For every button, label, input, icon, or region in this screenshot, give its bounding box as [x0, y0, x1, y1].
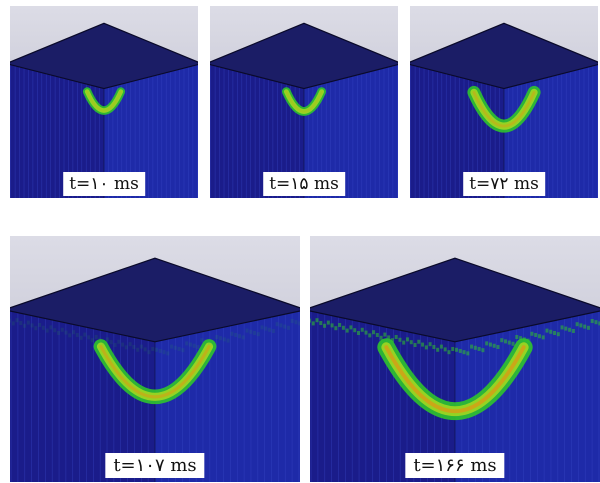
right-face	[104, 64, 198, 198]
left-face	[10, 311, 155, 482]
damage-zone-mid	[283, 89, 325, 114]
damage-zone-core	[285, 90, 323, 113]
left-face	[310, 311, 455, 482]
damage-zone-core	[86, 90, 122, 112]
right-face	[155, 311, 300, 482]
damage-zone-mid	[470, 88, 538, 130]
simulation-panel-2: t=۱۵ ms	[210, 6, 398, 198]
damage-spread	[10, 318, 300, 356]
right-face	[455, 311, 600, 482]
damage-spread	[310, 318, 600, 356]
simulation-panel-4: t=۱۰۷ ms	[10, 236, 300, 482]
time-caption: t=۱۵ ms	[263, 172, 345, 196]
mesh-block-render	[10, 257, 300, 482]
left-face	[10, 64, 104, 198]
damage-zone-core	[99, 344, 211, 399]
simulation-panel-3: t=۷۲ ms	[410, 6, 598, 198]
mesh-block-render	[210, 22, 398, 198]
mesh-block-render	[10, 22, 198, 198]
damage-zone-core	[472, 90, 536, 128]
mesh-block-render	[410, 22, 598, 198]
damage-zone-mid	[96, 342, 214, 401]
left-face	[210, 64, 304, 198]
simulation-panel-5: t=۱۶۶ ms	[310, 236, 600, 482]
time-caption: t=۷۲ ms	[463, 172, 545, 196]
time-caption: t=۱۰ ms	[63, 172, 145, 196]
right-face	[304, 64, 398, 198]
simulation-panel-1: t=۱۰ ms	[10, 6, 198, 198]
mesh-block-render	[310, 257, 600, 482]
time-caption: t=۱۰۷ ms	[105, 453, 205, 478]
time-caption: t=۱۶۶ ms	[405, 453, 505, 478]
damage-zone-core	[384, 345, 526, 414]
damage-zone-mid	[84, 89, 124, 113]
